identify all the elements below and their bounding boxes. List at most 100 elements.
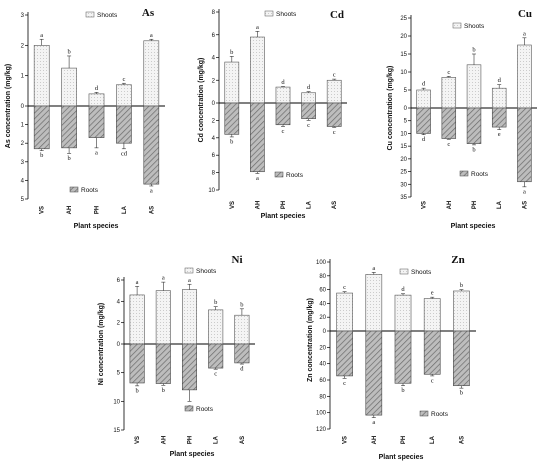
category-label: AH bbox=[67, 206, 73, 215]
legend-label-roots: Roots bbox=[431, 411, 449, 418]
significance-letter-shoots: d bbox=[422, 81, 426, 88]
significance-letter-shoots: a bbox=[136, 279, 139, 286]
bar-shoots bbox=[143, 40, 160, 107]
significance-letter-roots: c bbox=[431, 377, 434, 384]
y-tick-label: 0 bbox=[323, 329, 327, 335]
category-label: AH bbox=[447, 201, 453, 210]
panel-title: Ni bbox=[232, 254, 243, 266]
significance-letter-roots: a bbox=[372, 419, 375, 426]
significance-letter-shoots: c bbox=[122, 76, 125, 83]
y-axis-label: Ni concentration (mg/kg) bbox=[98, 303, 105, 385]
x-axis-label: Plant species bbox=[74, 223, 119, 230]
y-axis-label: Cu concentration (mg/kg) bbox=[387, 66, 394, 151]
bar-roots bbox=[129, 343, 145, 384]
bar-shoots bbox=[517, 44, 532, 109]
y-tick-label: 60 bbox=[319, 378, 326, 384]
significance-letter-roots: b bbox=[460, 390, 463, 397]
y-tick-label: 20 bbox=[319, 315, 326, 321]
y-tick-label: 6 bbox=[117, 278, 121, 284]
bar-shoots bbox=[234, 314, 250, 345]
bar-roots bbox=[61, 105, 77, 149]
significance-letter-roots: b bbox=[67, 155, 70, 162]
significance-letter-shoots: b bbox=[240, 301, 243, 308]
legend-swatch-shoots bbox=[399, 268, 409, 275]
y-tick-label: 120 bbox=[316, 427, 327, 433]
legend-label-roots: Roots bbox=[286, 172, 304, 179]
significance-letter-roots: b bbox=[162, 387, 165, 394]
category-label: VS bbox=[422, 201, 428, 209]
y-tick-label: 15 bbox=[400, 52, 407, 58]
category-label: PH bbox=[472, 201, 478, 209]
significance-letter-roots: a bbox=[150, 187, 153, 194]
chart-panel-cu: 0 5 10 15 20 25 5 10 15 20 25 30 35 d d VS c c AH b b PH d e LA a… bbox=[387, 8, 537, 230]
chart-panel-as: 0 1 2 3 1 2 3 4 5 a b VS b b AH d a PH c cd LA a a AS As Shoots Ro… bbox=[5, 7, 165, 230]
category-label: AS bbox=[240, 436, 246, 444]
legend-swatch-roots bbox=[69, 186, 79, 193]
bar-roots bbox=[250, 102, 265, 173]
significance-letter-shoots: c bbox=[447, 69, 450, 76]
significance-letter-shoots: a bbox=[372, 265, 375, 272]
y-tick-label: 4 bbox=[21, 178, 25, 184]
significance-letter-shoots: a bbox=[256, 24, 259, 31]
significance-letter-roots: b bbox=[135, 387, 138, 394]
y-tick-label: 40 bbox=[319, 301, 326, 307]
significance-letter-roots: b bbox=[230, 138, 233, 145]
y-tick-label: 80 bbox=[319, 394, 326, 400]
y-tick-label: 4 bbox=[212, 136, 216, 142]
bar-roots bbox=[394, 330, 412, 384]
bar-shoots bbox=[181, 289, 198, 345]
bar-shoots bbox=[224, 61, 240, 104]
y-tick-label: 0 bbox=[117, 342, 121, 348]
significance-letter-shoots: b bbox=[214, 299, 217, 306]
bar-roots bbox=[116, 105, 132, 144]
category-label: AS bbox=[459, 436, 465, 444]
y-tick-label: 6 bbox=[212, 153, 216, 159]
bar-roots bbox=[365, 330, 383, 416]
bar-shoots bbox=[301, 92, 316, 104]
y-tick-label: 10 bbox=[400, 70, 407, 76]
panel-title: Cd bbox=[330, 9, 344, 21]
y-tick-label: 20 bbox=[319, 345, 326, 351]
bar-roots bbox=[224, 102, 240, 135]
y-tick-label: 2 bbox=[212, 118, 216, 124]
significance-letter-roots: a bbox=[523, 188, 526, 195]
y-tick-label: 0 bbox=[212, 101, 216, 107]
legend-label-roots: Roots bbox=[471, 171, 489, 178]
significance-letter-shoots: d bbox=[498, 77, 502, 84]
category-label: PH bbox=[95, 206, 101, 214]
y-tick-label: 35 bbox=[400, 195, 407, 201]
y-tick-label: 2 bbox=[212, 78, 216, 84]
bar-roots bbox=[208, 343, 224, 369]
category-label: AS bbox=[332, 201, 338, 209]
significance-letter-shoots: e bbox=[431, 290, 434, 297]
panel-title: Cu bbox=[518, 8, 532, 20]
x-axis-label: Plant species bbox=[170, 451, 215, 458]
significance-letter-roots: a bbox=[95, 149, 98, 156]
bar-shoots bbox=[336, 292, 353, 332]
bar-roots bbox=[453, 330, 470, 387]
legend-label-shoots: Shoots bbox=[97, 12, 118, 19]
category-label: AH bbox=[161, 436, 167, 445]
bar-shoots bbox=[326, 79, 342, 104]
panel-title: Zn bbox=[451, 254, 464, 266]
y-tick-label: 2 bbox=[117, 321, 121, 327]
bar-roots bbox=[423, 330, 441, 375]
significance-letter-shoots: d bbox=[281, 79, 285, 86]
bar-shoots bbox=[155, 290, 171, 345]
x-axis-label: Plant species bbox=[379, 454, 424, 461]
significance-letter-shoots: b bbox=[67, 48, 70, 55]
significance-letter-roots: d bbox=[240, 366, 244, 373]
significance-letter-roots: c bbox=[447, 141, 450, 148]
category-label: AS bbox=[149, 206, 155, 214]
bar-shoots bbox=[491, 87, 507, 109]
bar-roots bbox=[416, 107, 431, 134]
legend-label-shoots: Shoots bbox=[276, 11, 297, 18]
significance-letter-shoots: b bbox=[230, 49, 233, 56]
bar-shoots bbox=[365, 274, 383, 332]
bar-roots bbox=[301, 102, 316, 119]
y-tick-label: 4 bbox=[212, 56, 216, 62]
category-label: VS bbox=[40, 206, 46, 214]
significance-letter-roots: c bbox=[282, 128, 285, 135]
category-label: LA bbox=[214, 435, 220, 444]
